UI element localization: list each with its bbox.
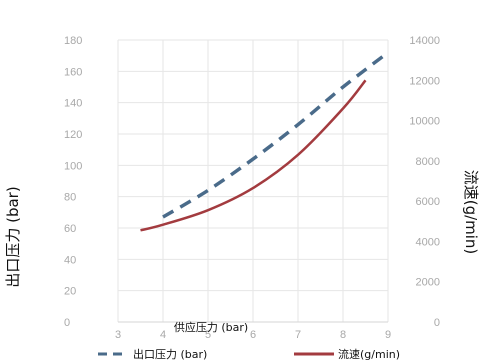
x-tick-label: 3 — [115, 329, 121, 341]
y-tick-label: 180 — [64, 35, 82, 47]
legend-label-outlet-pressure: 出口压力 (bar) — [133, 347, 207, 361]
series-line-flow-rate — [140, 79, 367, 232]
tick-labels: 0 20 40 60 80 100 120 140 160 180 0 2000 4000 6000 800… — [64, 35, 440, 341]
y-tick-label: 0 — [64, 317, 70, 329]
x-tick-label: 8 — [340, 329, 346, 341]
plot-area — [140, 51, 390, 232]
x-tick-label: 9 — [385, 329, 391, 341]
y-tick-label: 60 — [64, 223, 76, 235]
y2-tick-label: 4000 — [416, 236, 440, 248]
y-tick-label: 140 — [64, 98, 82, 110]
x-tick-label: 7 — [295, 329, 301, 341]
y2-tick-label: 0 — [434, 317, 440, 329]
x-tick-label: 5 — [205, 329, 211, 341]
y-tick-label: 160 — [64, 66, 82, 78]
legend-label-flow-rate: 流速(g/min) — [338, 347, 400, 361]
y2-tick-label: 8000 — [416, 156, 440, 168]
y-tick-label: 120 — [64, 129, 82, 141]
y2-axis-title: 流速(g/min) — [462, 170, 480, 255]
x-tick-label: 6 — [250, 329, 256, 341]
y-tick-label: 100 — [64, 160, 82, 172]
legend: 出口压力 (bar) 流速(g/min) — [98, 347, 400, 361]
y-tick-label: 20 — [64, 286, 76, 298]
y2-tick-label: 14000 — [409, 35, 440, 47]
x-tick-label: 4 — [160, 329, 166, 341]
y2-tick-label: 12000 — [409, 75, 440, 87]
y2-tick-label: 2000 — [416, 277, 440, 289]
y-tick-label: 80 — [64, 192, 76, 204]
series-line-outlet-pressure — [162, 51, 390, 219]
x-axis-title: 供应压力 (bar) — [174, 320, 248, 334]
y2-tick-label: 10000 — [409, 116, 440, 128]
y-axis-title: 出口压力 (bar) — [4, 186, 22, 287]
y2-tick-label: 6000 — [416, 196, 440, 208]
y-tick-label: 40 — [64, 254, 76, 266]
